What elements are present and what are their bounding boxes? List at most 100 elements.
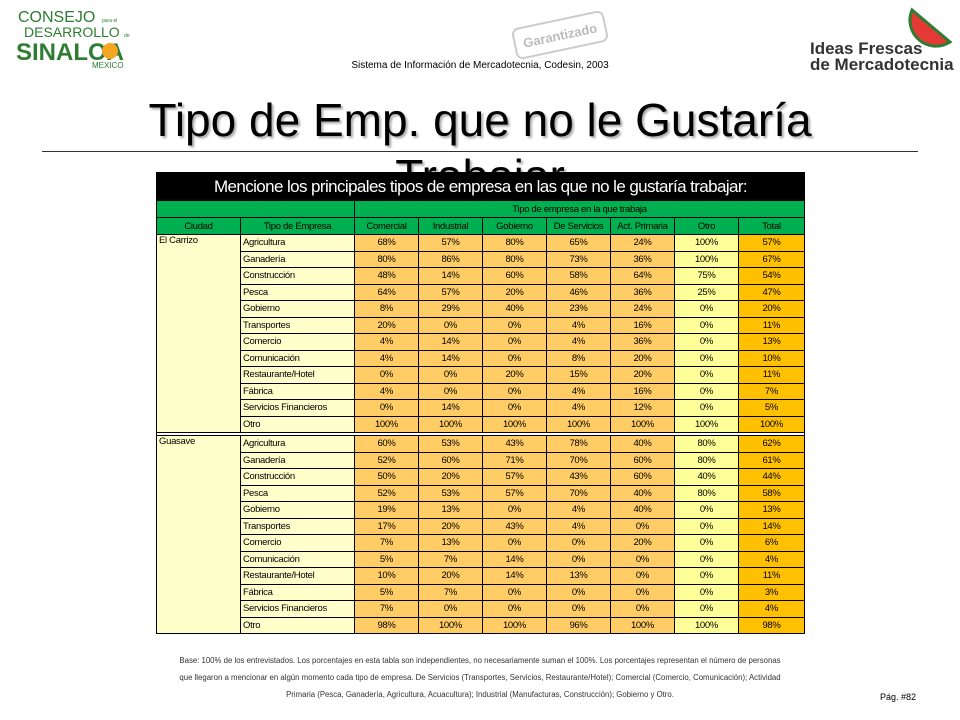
page-number: Pág. #82 <box>880 692 917 702</box>
data-cell: 62% <box>738 435 805 453</box>
data-cell: 52% <box>354 451 419 469</box>
data-cell: 13% <box>418 501 483 519</box>
stamp: Garantizado <box>500 10 620 60</box>
data-cell: 0% <box>674 366 739 384</box>
data-cell: 16% <box>610 382 675 400</box>
table-row: Pesca 52% 53% 57% 70% 40% 80% 58% <box>157 484 805 502</box>
table-row: Construcción 48% 14% 60% 58% 64% 75% 54% <box>157 267 805 285</box>
data-cell: 57% <box>482 468 547 486</box>
data-cell: 43% <box>546 468 611 486</box>
data-cell: 46% <box>546 283 611 301</box>
table-row: Mencione los principales tipos de empres… <box>156 172 805 201</box>
data-cell: 100% <box>546 415 611 433</box>
data-cell: 8% <box>546 349 611 367</box>
data-cell: 0% <box>482 349 547 367</box>
data-cell: 20% <box>482 366 547 384</box>
data-cell: 60% <box>610 451 675 469</box>
data-cell: 0% <box>674 583 739 601</box>
data-cell: 80% <box>674 451 739 469</box>
data-table: Mencione los principales tipos de empres… <box>156 172 805 634</box>
data-cell: 0% <box>354 399 419 417</box>
data-cell: 68% <box>354 234 419 252</box>
data-cell: 86% <box>418 250 483 268</box>
data-cell: 10% <box>354 567 419 585</box>
data-cell: 14% <box>418 399 483 417</box>
data-cell: 52% <box>354 484 419 502</box>
data-cell: 100% <box>610 616 675 634</box>
data-cell: 20% <box>418 517 483 535</box>
data-cell: 0% <box>610 567 675 585</box>
header-cell: Fábrica <box>240 583 355 601</box>
data-cell: 10% <box>738 349 805 367</box>
data-cell: 4% <box>546 333 611 351</box>
header-cell: Otro <box>240 415 355 433</box>
data-cell: 0% <box>674 316 739 334</box>
data-cell: 14% <box>418 267 483 285</box>
data-cell: 40% <box>482 300 547 318</box>
data-cell: 73% <box>546 250 611 268</box>
data-cell: 0% <box>482 316 547 334</box>
data-cell: 0% <box>674 534 739 552</box>
header-cell: Mencione los principales tipos de empres… <box>156 172 805 201</box>
data-cell: 47% <box>738 283 805 301</box>
data-cell: 100% <box>354 415 419 433</box>
data-cell: 0% <box>674 382 739 400</box>
watermelon <box>908 7 953 48</box>
logo-text: Ideas Frescas <box>810 39 922 58</box>
data-cell: 0% <box>546 550 611 568</box>
header-cell: Comercio <box>240 333 355 351</box>
data-cell: 100% <box>482 415 547 433</box>
logo-text: para el <box>102 18 117 24</box>
subtitle: Sistema de Información de Mercadotecnia,… <box>351 60 609 71</box>
table-row: Servicios Financieros 7% 0% 0% 0% 0% 0% 4% <box>157 600 805 618</box>
table-row: Otro 98% 100% 100% 96% 100% 100% 98% <box>157 616 805 634</box>
data-cell: 100% <box>674 415 739 433</box>
data-cell: 64% <box>354 283 419 301</box>
data-cell: 4% <box>546 517 611 535</box>
data-cell: 100% <box>610 415 675 433</box>
table-row: Ganadería 80% 86% 80% 73% 36% 100% 67% <box>157 250 805 268</box>
header-cell: Pesca <box>240 484 355 502</box>
data-cell: 80% <box>482 234 547 252</box>
header-cell: Total <box>738 217 805 235</box>
data-cell: 53% <box>418 484 483 502</box>
data-cell: 4% <box>354 333 419 351</box>
sun <box>102 43 118 59</box>
table-row: Restaurante/Hotel 10% 20% 14% 13% 0% 0% 11% <box>157 567 805 585</box>
data-cell: 0% <box>674 333 739 351</box>
data-cell: 50% <box>354 468 419 486</box>
data-cell: 0% <box>546 600 611 618</box>
header-cell: Pesca <box>240 283 355 301</box>
table-row <box>156 432 805 436</box>
data-cell: 17% <box>354 517 419 535</box>
data-cell: 75% <box>674 267 739 285</box>
header-cell: Otro <box>674 217 739 235</box>
data-cell: 4% <box>546 382 611 400</box>
data-cell: 14% <box>482 567 547 585</box>
data-cell: 11% <box>738 316 805 334</box>
data-cell: 0% <box>546 583 611 601</box>
data-cell: 60% <box>354 435 419 453</box>
data-cell: 13% <box>738 501 805 519</box>
data-cell: 14% <box>418 349 483 367</box>
footnote: Base: 100% de los entrevistados. Los por… <box>100 652 860 703</box>
data-cell: 20% <box>610 534 675 552</box>
logo-text: CONSEJO <box>18 9 95 26</box>
data-cell: 7% <box>354 534 419 552</box>
data-cell: 0% <box>674 501 739 519</box>
data-cell: 4% <box>546 399 611 417</box>
data-cell: 100% <box>418 415 483 433</box>
data-cell: 14% <box>738 517 805 535</box>
data-cell: 4% <box>354 382 419 400</box>
table-row: Gobierno 19% 13% 0% 4% 40% 0% 13% <box>157 501 805 519</box>
data-cell: 0% <box>354 366 419 384</box>
table-row: Comercio 7% 13% 0% 0% 20% 0% 6% <box>157 534 805 552</box>
data-cell: 0% <box>482 399 547 417</box>
data-cell: 0% <box>482 333 547 351</box>
logo-left: CONSEJO para el DESARROLLO de SINALOA ME… <box>14 4 154 70</box>
table-row: Comunicación 5% 7% 14% 0% 0% 0% 4% <box>157 550 805 568</box>
header-cell: Ciudad <box>156 217 241 235</box>
table-row: Otro 100% 100% 100% 100% 100% 100% 100% <box>157 415 805 433</box>
footnote-line: Primaria (Pesca, Ganadería, Agricultura,… <box>286 690 674 699</box>
